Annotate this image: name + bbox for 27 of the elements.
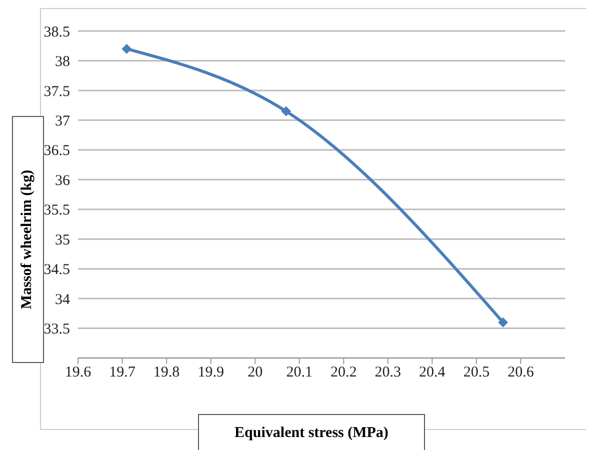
x-tick-label: 20.5 bbox=[463, 364, 490, 381]
y-tick-label: 34.5 bbox=[44, 262, 70, 278]
y-tick-label: 35.5 bbox=[44, 202, 70, 219]
y-tick-label: 35 bbox=[55, 232, 70, 248]
y-tick-label: 36 bbox=[55, 172, 70, 189]
y-tick-label: 37.5 bbox=[44, 84, 70, 100]
y-tick-label: 33.5 bbox=[44, 322, 70, 338]
y-tick-label: 36.5 bbox=[44, 143, 70, 160]
x-tick-label: 19.9 bbox=[198, 364, 224, 381]
y-tick-label: 38 bbox=[55, 54, 70, 70]
y-tick-label: 34 bbox=[55, 292, 70, 308]
x-tick-label: 19.7 bbox=[109, 364, 136, 381]
x-tick-label: 20.3 bbox=[374, 364, 402, 381]
point bbox=[498, 317, 508, 328]
y-tick-label: 38.5 bbox=[44, 24, 70, 40]
x-tick-label: 19.6 bbox=[64, 364, 92, 381]
y-tick-label: 37 bbox=[55, 114, 70, 130]
x-axis-title: Equivalent stress (MPa) bbox=[198, 414, 425, 450]
x-tick-label: 19.8 bbox=[153, 364, 180, 381]
x-tick-label: 20.4 bbox=[419, 364, 446, 381]
x-tick-label: 20.6 bbox=[508, 364, 534, 381]
point bbox=[122, 44, 132, 54]
y-axis-title: Massof wheelrim (kg) bbox=[20, 170, 36, 310]
x-tick-label: 20.2 bbox=[330, 364, 357, 381]
x-tick-label: 20.1 bbox=[286, 364, 312, 381]
point bbox=[281, 106, 292, 116]
x-tick-label: 20 bbox=[248, 364, 263, 381]
